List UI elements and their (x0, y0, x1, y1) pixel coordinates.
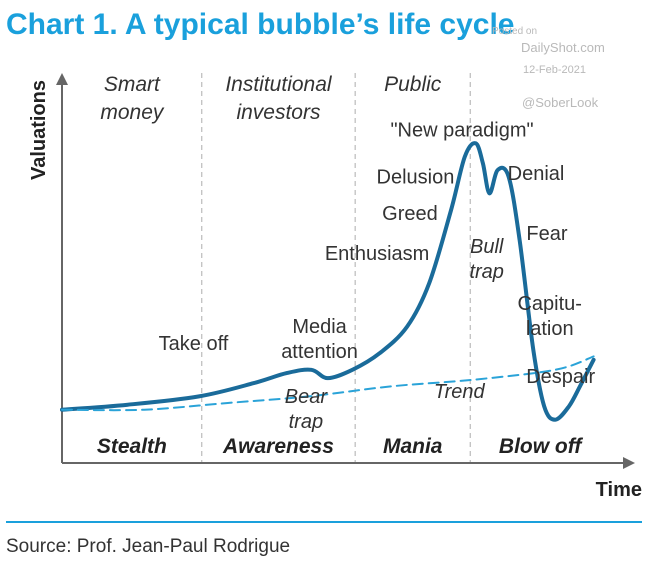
bubble-lifecycle-chart: Smart money Stealth Institutional investors A… (28, 73, 642, 501)
phase-name: Awareness (222, 435, 334, 458)
annotation-label: lation (526, 318, 574, 340)
phase-name: Mania (383, 435, 443, 458)
annotation-label: Greed (382, 203, 438, 225)
investor-label: Smart (104, 73, 161, 96)
investor-label: investors (236, 101, 321, 124)
annotation-label: "New paradigm" (390, 120, 533, 142)
watermark-site: DailyShot.com (521, 40, 605, 55)
annotation-label: Bear (285, 386, 329, 408)
investor-label: Public (384, 73, 442, 96)
phase-name: Blow off (499, 435, 583, 458)
annotation-label: trap (289, 411, 323, 433)
watermark-date: 12-Feb-2021 (523, 64, 586, 76)
watermark-posted: Posted on (492, 26, 538, 37)
annotation-label: Media (292, 316, 347, 338)
investor-label: Institutional (225, 73, 333, 96)
trend-line (61, 355, 595, 412)
annotation-label: Capitu- (517, 293, 581, 315)
y-axis-label: Valuations (28, 80, 50, 180)
footer-rule (6, 521, 642, 523)
annotation-label: Bull (470, 236, 504, 258)
chart-title: Chart 1. A typical bubble’s life cycle (6, 8, 515, 41)
annotation-label: Despair (526, 366, 595, 388)
y-axis-arrow (56, 73, 68, 85)
watermark-handle: @SoberLook (522, 95, 599, 110)
annotation-label: Take off (159, 333, 229, 355)
x-axis-arrow (623, 457, 635, 469)
annotation-label: trap (469, 261, 503, 283)
annotation-label: Denial (508, 163, 565, 185)
bubble-curve (60, 141, 596, 422)
annotation-label: Fear (526, 223, 567, 245)
annotation-label: Trend (434, 381, 486, 403)
annotation-label: Enthusiasm (325, 243, 430, 265)
x-axis-label: Time (596, 479, 642, 501)
source-note: Source: Prof. Jean-Paul Rodrigue (6, 536, 291, 557)
annotation-label: Delusion (377, 166, 455, 188)
investor-label: money (100, 101, 165, 124)
annotation-label: attention (281, 341, 358, 363)
phase-name: Stealth (97, 435, 167, 458)
